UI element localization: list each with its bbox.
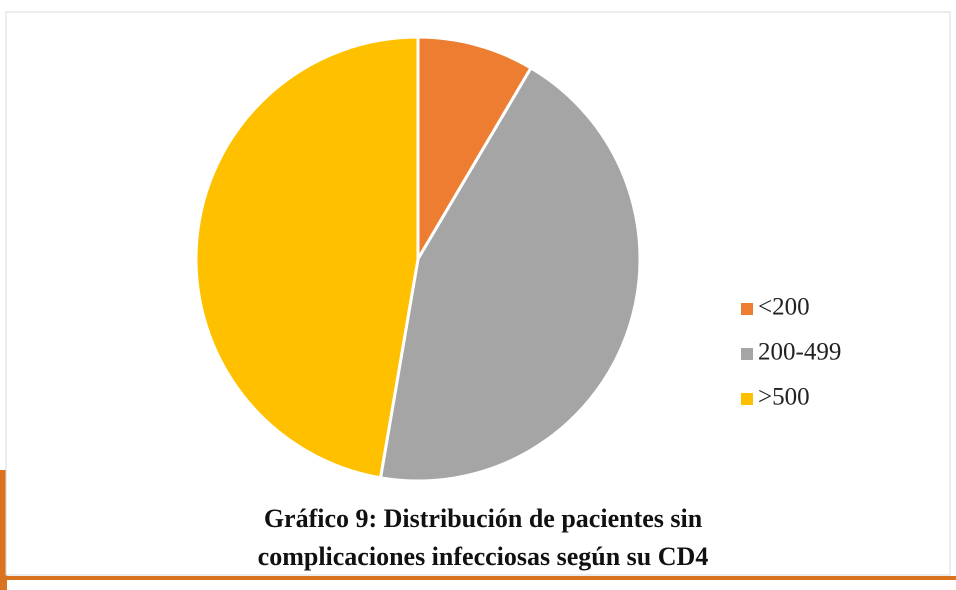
side-bar — [0, 470, 7, 590]
legend-label: 200-499 — [758, 339, 841, 366]
legend-swatch — [741, 393, 753, 405]
chart-title: complicaciones infecciosas según su CD4 — [258, 542, 709, 571]
legend-swatch — [741, 348, 753, 360]
bottom-bar — [7, 576, 956, 580]
chart-title: Gráfico 9: Distribución de pacientes sin — [264, 504, 703, 533]
pie-slice — [416, 35, 534, 265]
legend-swatch — [741, 303, 753, 315]
pie-slice — [378, 65, 642, 483]
pie-slice — [194, 35, 420, 480]
legend-label: >500 — [758, 384, 810, 411]
legend-label: <200 — [758, 294, 810, 321]
